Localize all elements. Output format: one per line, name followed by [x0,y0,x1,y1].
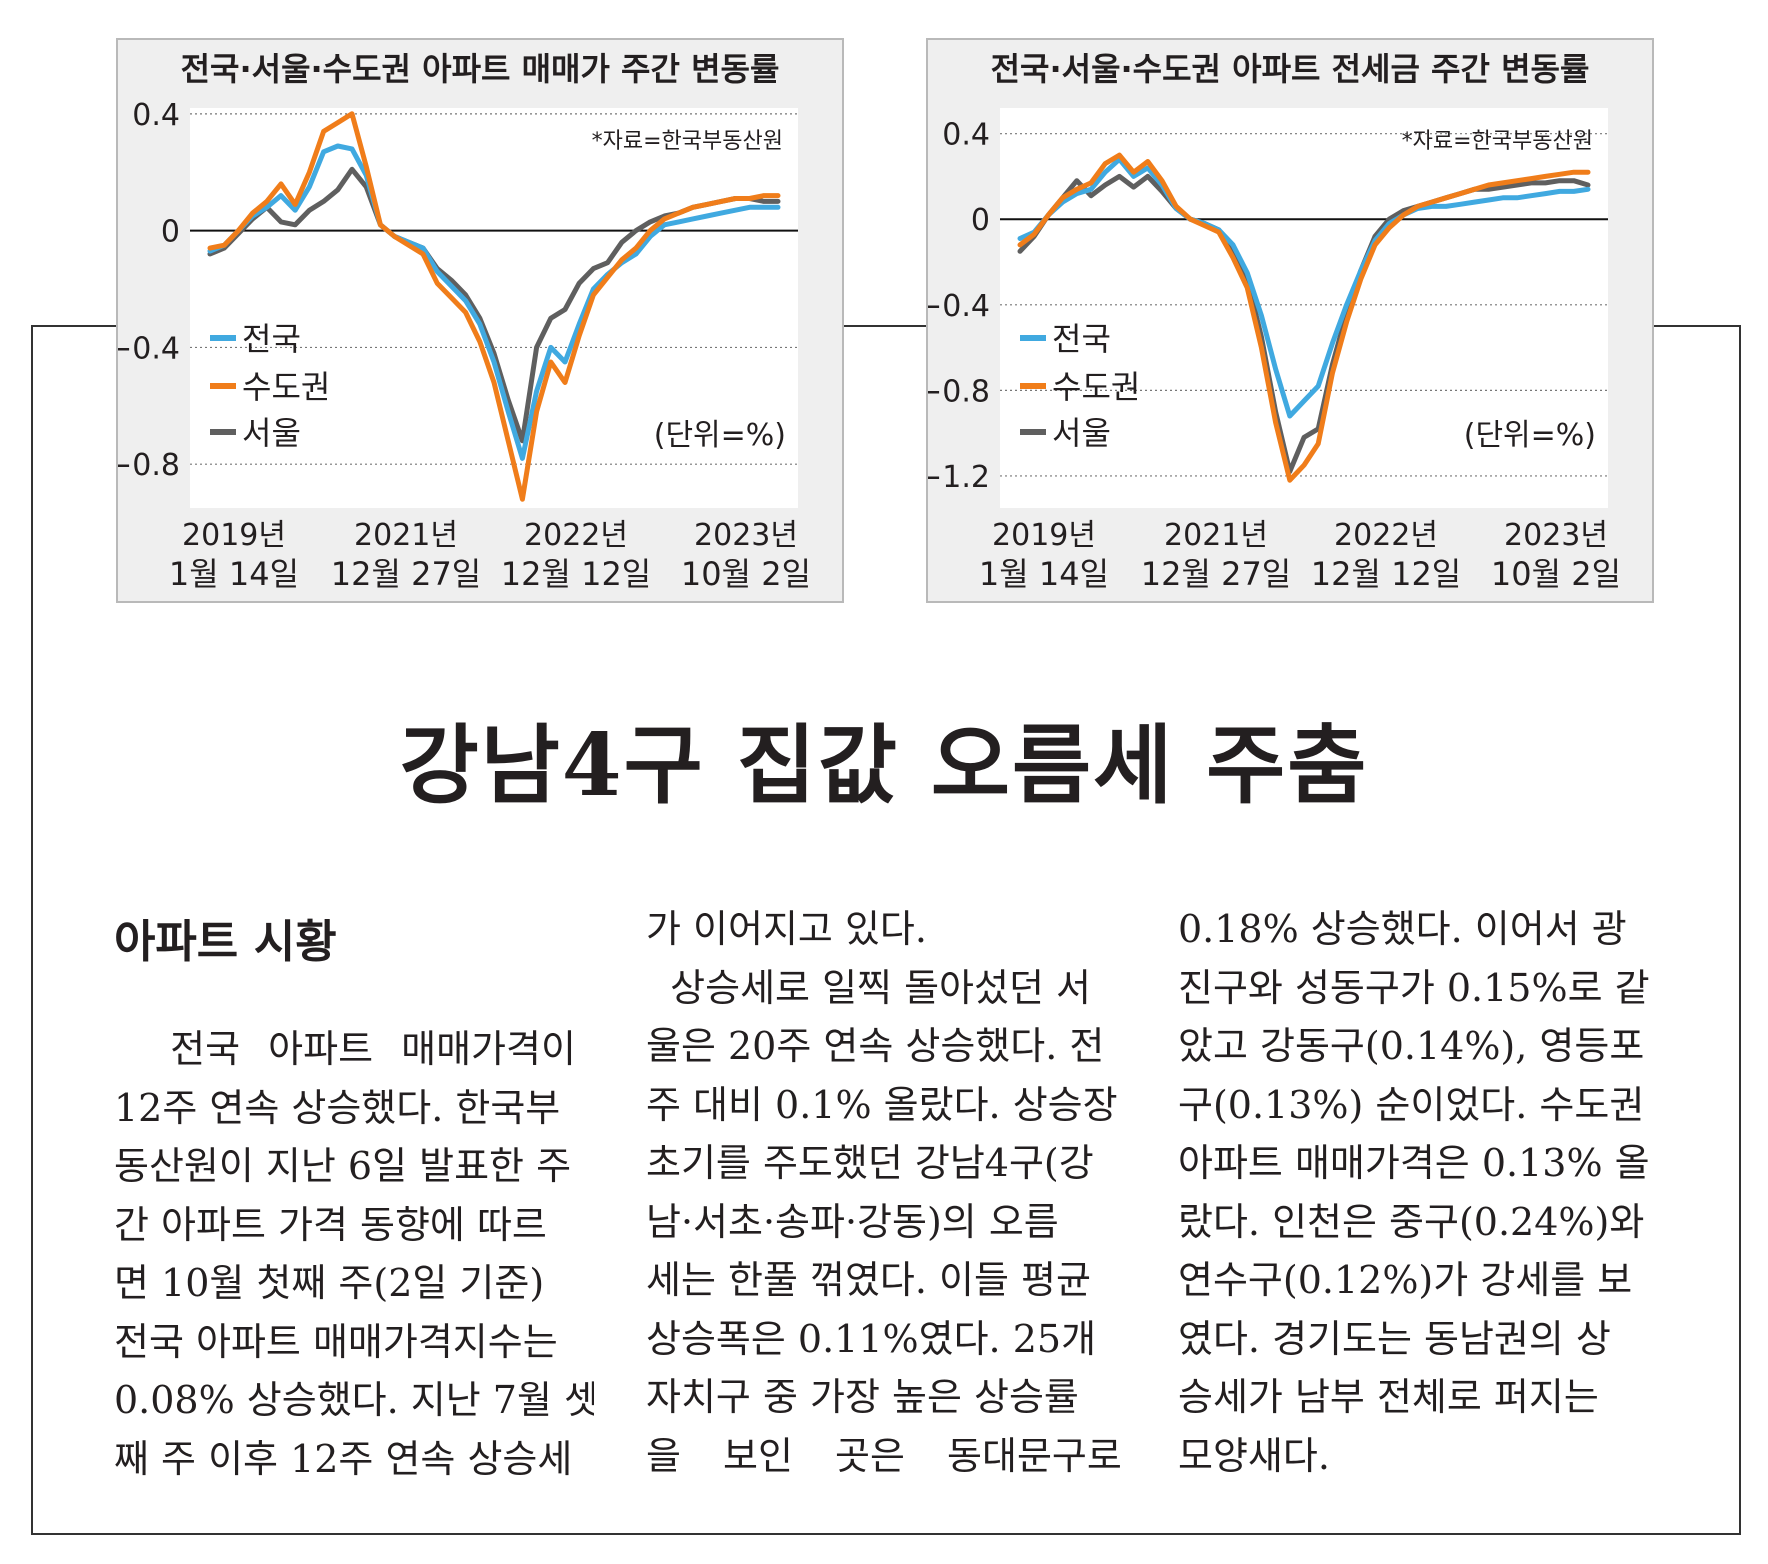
source-note: *자료=한국부동산원 [1402,129,1593,154]
text-line: 았고 강동구(0.14%), 영등포 [1178,1024,1645,1068]
y-tick-label: −1.2 [928,460,990,495]
headline: 강남4구 집값 오름세 주춤 [399,715,1369,816]
x-tick-year: 2022년 [524,518,628,553]
plot-area [190,108,798,508]
y-tick-label: −0.4 [928,289,990,324]
text-line: 0.08% 상승했다. 지난 7월 셋 [114,1378,594,1422]
text-line: 연수구(0.12%)가 강세를 보 [1178,1258,1633,1302]
text-line: 을 보인 곳은 동대문구로 [646,1433,1122,1478]
x-tick-year: 2022년 [1334,518,1438,553]
section-heading: 아파트 시황 [114,915,337,968]
text-line: 남·서초·송파·강동)의 오름 [646,1199,1059,1244]
x-tick-year: 2019년 [992,518,1096,553]
y-tick-label: −0.8 [118,448,180,483]
text-line: 초기를 주도했던 강남4구(강 [646,1141,1094,1185]
x-tick-year: 2023년 [1504,518,1608,553]
text-line: 전국 아파트 매매가격지수는 [114,1319,558,1364]
x-tick-day: 12월 27일 [1141,555,1292,593]
chart-title: 전국·서울·수도권 아파트 전세금 주간 변동률 [991,50,1590,88]
sale-price-chart: 전국·서울·수도권 아파트 매매가 주간 변동률 0.4 0 −0.4 −0.8 *자료=… [116,38,844,603]
x-tick-day: 12월 12일 [501,555,652,593]
series-line-전국 [207,143,781,461]
text-line: 모양새다. [1178,1433,1330,1478]
text-line: 12주 연속 상승했다. 한국부 [114,1085,561,1130]
x-tick-day: 12월 12일 [1311,555,1462,593]
text-line: 주 대비 0.1% 올랐다. 상승장 [646,1082,1118,1127]
x-tick-day: 1월 14일 [169,555,299,593]
article-column-3: 0.18% 상승했다. 이어서 광 진구와 성동구가 0.15%로 같 았고 강… [1178,900,1658,1485]
series-line-수도권 [207,111,781,502]
series-line-서울 [1017,173,1591,475]
text-line: 승세가 남부 전체로 퍼지는 [1178,1375,1599,1419]
legend-label: 전국 [242,320,301,358]
text-line: 세는 한풀 꺾였다. 이들 평균 [646,1258,1091,1302]
y-tick-label: 0.4 [942,118,990,153]
y-tick-label: −0.4 [118,331,180,366]
text-line: 상승세로 일찍 돌아섰던 서 [646,965,1091,1010]
x-tick-year: 2023년 [694,518,798,553]
text-line: 가 이어지고 있다. [646,907,927,951]
x-tick-day: 10월 2일 [681,555,811,593]
unit-label: (단위=%) [654,418,786,453]
text-line: 자치구 중 가장 높은 상승률 [646,1375,1079,1419]
text-line: 0.18% 상승했다. 이어서 광 [1178,907,1627,951]
x-tick-day: 10월 2일 [1491,555,1621,593]
y-tick-label: 0.4 [132,98,180,133]
text-line: 구(0.13%) 순이었다. 수도권 [1178,1082,1645,1127]
y-tick-label: 0 [161,215,180,250]
jeonse-chart: 전국·서울·수도권 아파트 전세금 주간 변동률 0.4 0 −0.4 −0.8 −1.2… [926,38,1654,603]
y-tick-label: 0 [971,203,990,238]
x-tick-year: 2021년 [354,518,458,553]
article-frame [31,325,1741,1535]
text-line: 랐다. 인천은 중구(0.24%)와 [1178,1199,1645,1244]
chart-title: 전국·서울·수도권 아파트 매매가 주간 변동률 [181,50,780,88]
legend-label: 수도권 [242,368,330,406]
text-line: 진구와 성동구가 0.15%로 같 [1178,965,1650,1010]
x-tick-day: 12월 27일 [331,555,482,593]
legend-label: 수도권 [1052,368,1140,406]
text-line: 전국 아파트 매매가격이 [114,1027,576,1071]
y-tick-label: −0.8 [928,374,990,409]
x-tick-year: 2021년 [1164,518,1268,553]
article-column-1: 전국 아파트 매매가격이 12주 연속 상승했다. 한국부 동산원이 지난 6일… [114,1020,594,1488]
text-line: 아파트 매매가격은 0.13% 올 [1178,1141,1650,1185]
legend-label: 서울 [242,414,301,452]
source-note: *자료=한국부동산원 [592,129,783,154]
text-line: 면 10월 첫째 주(2일 기준) [114,1261,545,1305]
text-line: 상승폭은 0.11%였다. 25개 [646,1316,1097,1361]
text-line: 동산원이 지난 6일 발표한 주 [114,1144,572,1188]
text-line: 째 주 이후 12주 연속 상승세 [114,1436,573,1481]
text-line: 였다. 경기도는 동남권의 상 [1178,1316,1611,1361]
legend-label: 전국 [1052,320,1111,358]
x-tick-year: 2019년 [182,518,286,553]
legend-label: 서울 [1052,414,1111,452]
series-line-전국 [1017,156,1591,419]
unit-label: (단위=%) [1464,418,1596,453]
text-line: 간 아파트 가격 동향에 따르 [114,1202,547,1247]
text-line: 울은 20주 연속 상승했다. 전 [646,1024,1105,1068]
article-column-2: 가 이어지고 있다. 상승세로 일찍 돌아섰던 서 울은 20주 연속 상승했다… [646,900,1126,1485]
series-line-수도권 [1017,152,1591,483]
x-tick-day: 1월 14일 [979,555,1109,593]
